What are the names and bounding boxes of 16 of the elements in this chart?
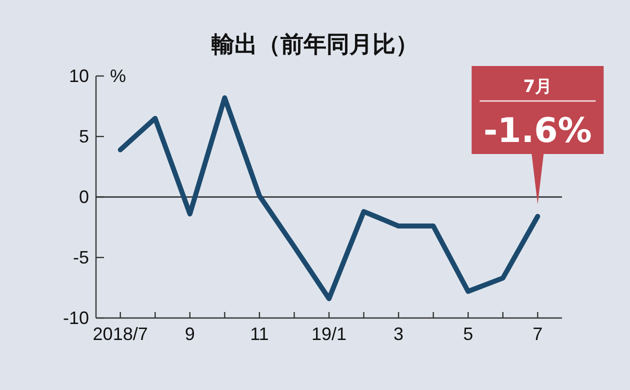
annotation: 7月	[523, 77, 552, 97]
annotation: -1.6%	[483, 111, 592, 151]
x-tick-label: 3	[394, 324, 404, 344]
y-tick-label: 5	[78, 126, 89, 146]
chart-title: 輸出（前年同月比）	[210, 32, 418, 58]
y-tick-label: 0	[78, 187, 89, 207]
x-tick-label: 9	[184, 324, 195, 344]
x-tick-label: 19/1	[311, 324, 347, 344]
x-tick-label: 2018/7	[92, 324, 148, 344]
y-tick-label: -10	[62, 308, 89, 328]
y-tick-label: -5	[72, 248, 89, 268]
x-tick-label: 5	[463, 324, 474, 344]
y-tick-label: 10	[68, 66, 89, 86]
x-tick-label: 7	[532, 324, 543, 344]
x-tick-label: 11	[250, 324, 269, 344]
y-axis-title: %	[110, 66, 126, 86]
